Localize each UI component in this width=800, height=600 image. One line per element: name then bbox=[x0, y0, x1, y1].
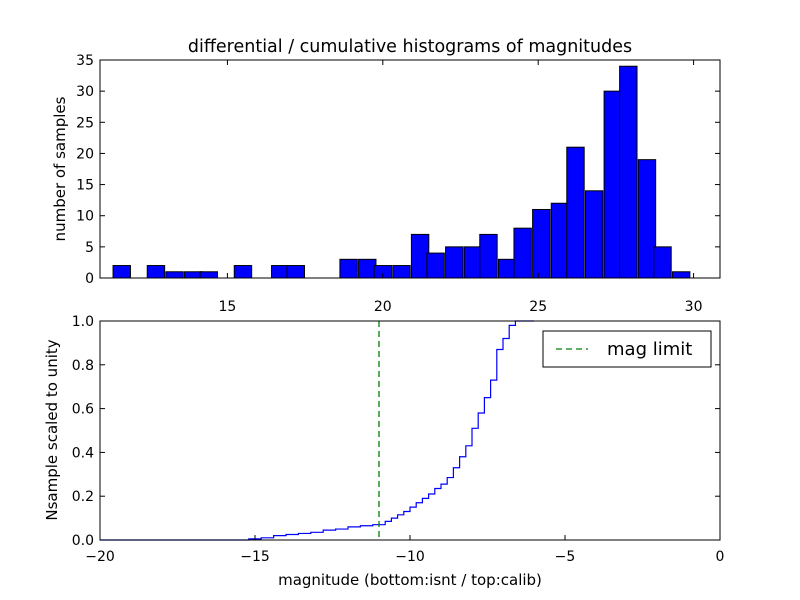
legend-label: mag limit bbox=[607, 339, 692, 360]
histogram-bar bbox=[497, 258, 517, 279]
x-tick-label: 20 bbox=[374, 299, 392, 315]
cumulative-x-axis-label: magnitude (bottom:isnt / top:calib) bbox=[278, 571, 542, 589]
histogram-y-axis-label: number of samples bbox=[51, 96, 69, 241]
histogram-bar bbox=[165, 271, 184, 279]
histogram-bar bbox=[392, 265, 411, 279]
histogram-bars bbox=[112, 65, 691, 279]
histogram-bar bbox=[146, 265, 166, 279]
x-tick-label: 15 bbox=[219, 299, 237, 315]
x-tick-label: −15 bbox=[240, 549, 270, 565]
histogram-bar bbox=[339, 258, 358, 279]
cumulative-y-axis-label: Nsample scaled to unity bbox=[43, 339, 61, 520]
y-tick-label: 0.4 bbox=[72, 445, 94, 461]
chart-title: differential / cumulative histograms of … bbox=[188, 37, 632, 57]
histogram-bar bbox=[513, 227, 532, 279]
histogram-bar bbox=[410, 233, 430, 279]
histogram-bar bbox=[112, 265, 131, 279]
x-tick-label: 0 bbox=[716, 549, 725, 565]
histogram-bar bbox=[653, 246, 672, 279]
histogram-bar bbox=[619, 65, 638, 279]
cumulative-step-line bbox=[100, 320, 534, 541]
histogram-y-ticks: 0 5 10 15 20 25 30 35 bbox=[76, 53, 720, 287]
cumulative-y-ticks: 0.0 0.2 0.4 0.6 0.8 1.0 bbox=[72, 314, 720, 549]
y-tick-label: 0.0 bbox=[72, 533, 94, 549]
histogram-bar bbox=[603, 90, 622, 279]
y-tick-label: 30 bbox=[76, 84, 94, 100]
histogram-bar bbox=[445, 246, 464, 279]
histogram-bar bbox=[532, 208, 551, 279]
y-tick-label: 0.6 bbox=[72, 402, 94, 418]
x-tick-label: 30 bbox=[685, 299, 703, 315]
y-tick-label: 15 bbox=[76, 178, 94, 194]
y-tick-label: 5 bbox=[85, 240, 94, 256]
x-tick-label: 25 bbox=[529, 299, 547, 315]
histogram-bar bbox=[271, 265, 290, 279]
y-tick-label: 0.8 bbox=[72, 358, 94, 374]
y-tick-label: 10 bbox=[76, 209, 94, 225]
x-tick-label: −20 bbox=[85, 549, 115, 565]
histogram-plot-frame bbox=[99, 59, 721, 279]
histogram-bar bbox=[463, 246, 483, 279]
histogram-bar bbox=[479, 233, 498, 279]
y-tick-label: 25 bbox=[76, 115, 94, 131]
y-tick-label: 0.2 bbox=[72, 489, 94, 505]
cumulative-plot-area bbox=[100, 320, 534, 541]
y-tick-label: 35 bbox=[76, 53, 94, 69]
histogram-x-ticks: 15 20 25 30 bbox=[219, 60, 703, 315]
y-tick-label: 0 bbox=[85, 271, 94, 287]
y-tick-label: 20 bbox=[76, 146, 94, 162]
histogram-bar bbox=[233, 265, 253, 279]
histogram-bar bbox=[550, 202, 570, 279]
histogram-bar bbox=[584, 190, 604, 279]
histogram-panel: differential / cumulative histograms of … bbox=[51, 37, 721, 315]
histogram-bar bbox=[671, 271, 691, 279]
legend: mag limit bbox=[542, 330, 712, 368]
y-tick-label: 1.0 bbox=[72, 314, 94, 330]
histogram-bar bbox=[184, 271, 203, 279]
cumulative-panel: 0.0 0.2 0.4 0.6 0.8 1.0 −20 −15 −10 −5 0 magnitud… bbox=[43, 314, 724, 589]
histogram-bar bbox=[426, 252, 445, 279]
cumulative-x-ticks: −20 −15 −10 −5 0 bbox=[85, 535, 724, 565]
histogram-bar bbox=[637, 159, 657, 279]
histogram-bar bbox=[199, 271, 218, 279]
histogram-bar bbox=[286, 265, 305, 279]
histogram-bar bbox=[358, 258, 377, 279]
histogram-bar bbox=[566, 146, 585, 279]
x-tick-label: −10 bbox=[395, 549, 425, 565]
x-tick-label: −5 bbox=[555, 549, 576, 565]
